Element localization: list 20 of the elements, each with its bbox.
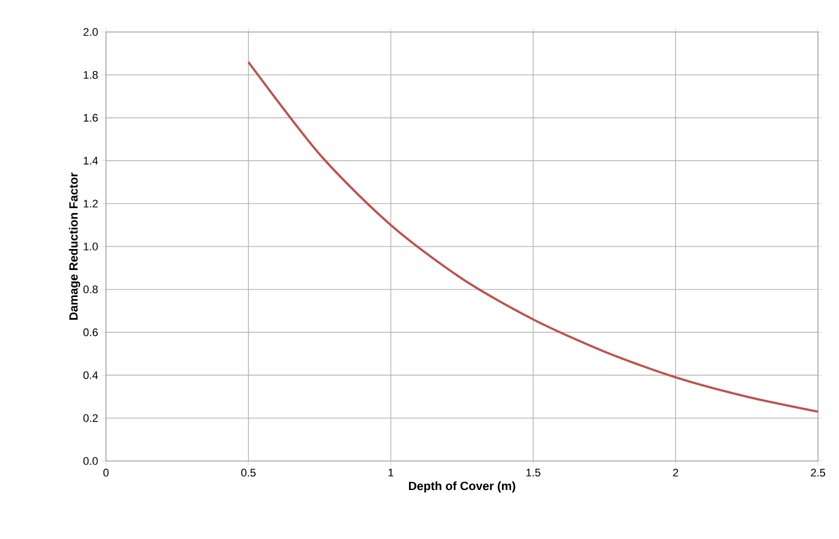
line-series <box>247 60 820 413</box>
x-tick-label: 2.5 <box>810 468 826 477</box>
y-tick-label: 0.6 <box>83 328 98 336</box>
y-tick-label: 1.4 <box>84 156 98 164</box>
x-tick-label: 0 <box>103 468 109 477</box>
x-tick-label: 1 <box>388 468 394 476</box>
y-tick-label: 1.0 <box>84 242 98 250</box>
y-tick-label: 1.6 <box>84 114 98 122</box>
x-tick-label: 0.5 <box>241 468 256 477</box>
y-tick-label: 0.2 <box>83 414 98 422</box>
y-tick-label: 0.8 <box>83 286 98 294</box>
y-tick-label: 0.4 <box>83 371 98 380</box>
x-axis-title: Depth of Cover (m) <box>409 481 516 493</box>
x-tick-label: 2 <box>673 468 678 476</box>
y-tick-label: 1.8 <box>84 71 98 79</box>
y-axis-title: Damage Reduction Factor <box>68 172 80 320</box>
y-tick-label: 2.0 <box>84 28 98 36</box>
y-tick-label: 0.0 <box>83 457 98 465</box>
y-tick-label: 1.2 <box>84 200 98 208</box>
x-tick-label: 1.5 <box>526 468 540 476</box>
